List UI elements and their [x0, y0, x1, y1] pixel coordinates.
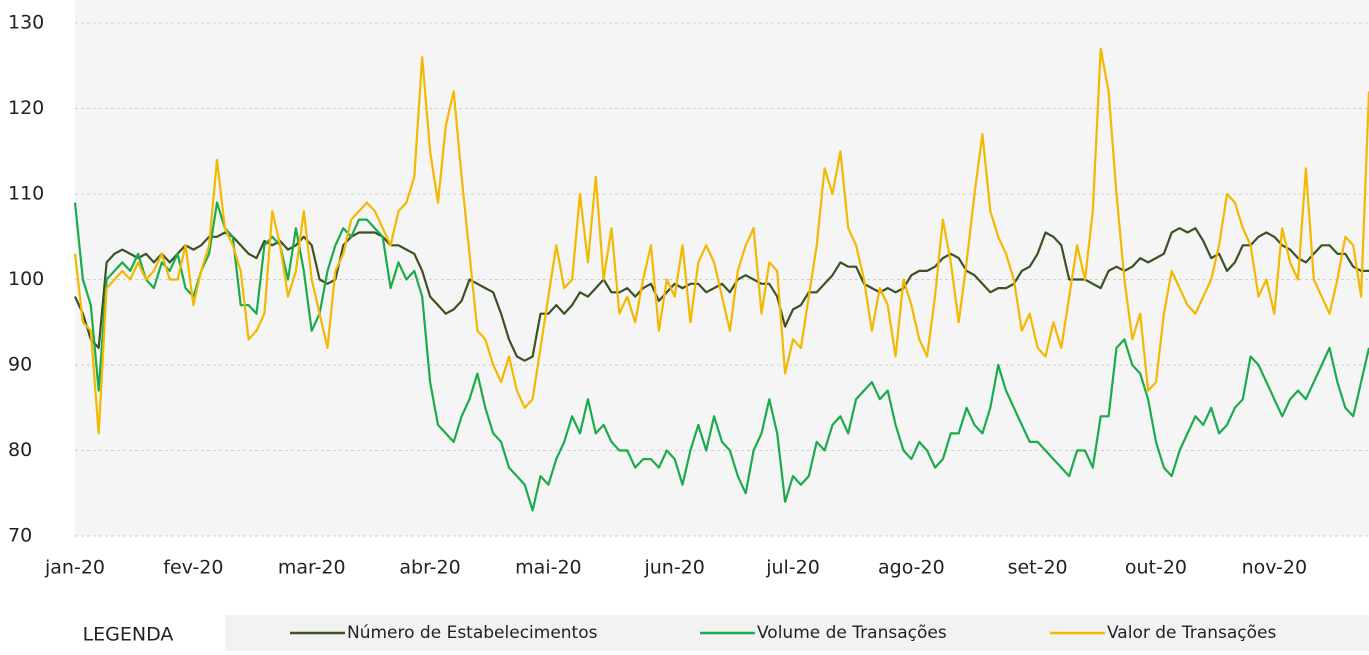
y-tick-label: 70 [8, 525, 32, 547]
x-tick-label: set-20 [1008, 557, 1068, 579]
legend-label: Número de Estabelecimentos [347, 623, 598, 643]
x-tick-label: jan-20 [44, 557, 105, 579]
series-line [73, 201, 1369, 512]
series-line [74, 227, 1369, 362]
y-tick-label: 110 [8, 183, 44, 205]
y-tick-label: 100 [8, 268, 44, 290]
x-tick-label: nov-20 [1242, 557, 1307, 579]
x-tick-label: ago-20 [878, 557, 945, 579]
legend-label: Valor de Transações [1107, 623, 1276, 643]
x-tick-label: jul-20 [765, 557, 820, 579]
y-tick-label: 90 [8, 354, 32, 376]
x-tick-label: out-20 [1125, 557, 1187, 579]
legend-background [225, 615, 1369, 651]
series-line [73, 47, 1369, 435]
y-tick-label: 80 [8, 439, 32, 461]
plot-background [75, 0, 1369, 536]
x-tick-label: jun-20 [643, 557, 704, 579]
x-tick-label: abr-20 [399, 557, 460, 579]
x-tick-label: mai-20 [515, 557, 581, 579]
y-tick-label: 130 [8, 12, 44, 34]
x-tick-label: fev-20 [163, 557, 223, 579]
legend-label: Volume de Transações [757, 623, 947, 643]
legend-title: LEGENDA [83, 624, 174, 646]
y-tick-label: 120 [8, 97, 44, 119]
x-tick-label: mar-20 [278, 557, 346, 579]
